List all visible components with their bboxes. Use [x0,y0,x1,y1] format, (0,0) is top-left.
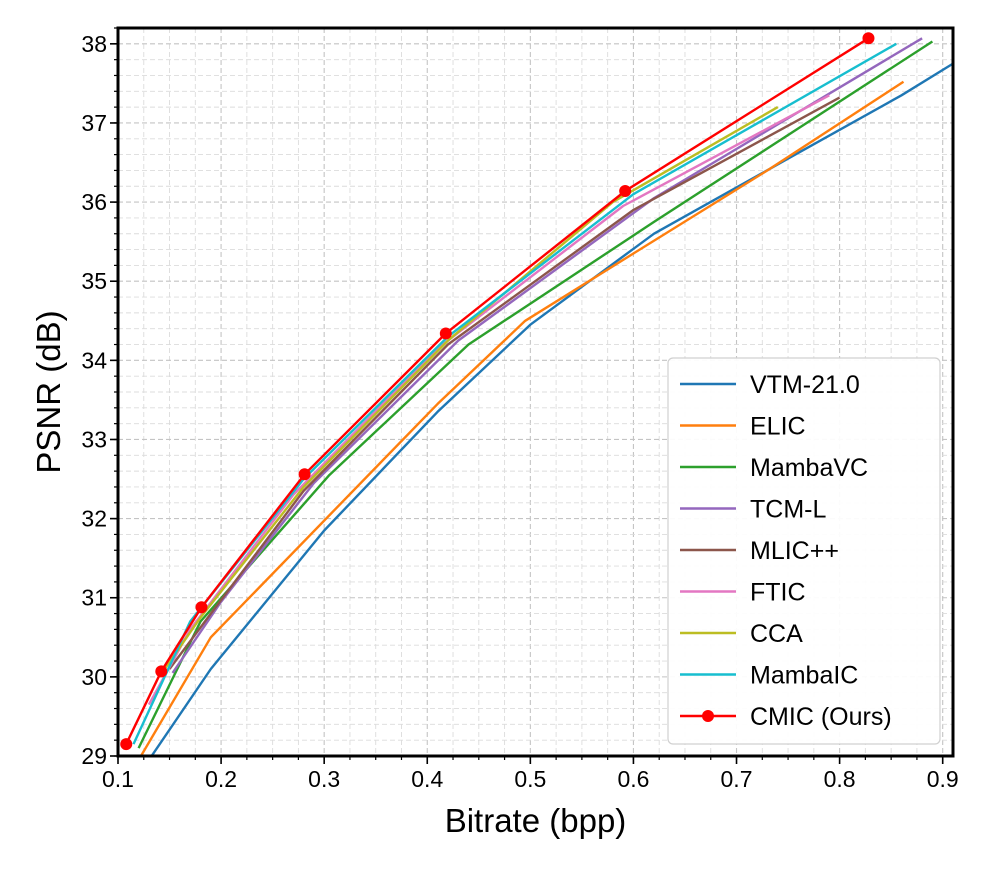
data-point [298,468,311,481]
data-point [439,327,452,340]
data-point [862,32,875,45]
legend-box [667,357,941,745]
y-tick-label: 32 [81,506,107,532]
grid [118,27,953,756]
series-line [139,80,905,756]
legend-label: CCA [750,620,803,648]
legend-label: VTM-21.0 [750,371,860,399]
x-tick-label: 0.6 [617,766,649,792]
data-point [120,738,133,751]
y-tick-label: 29 [81,743,107,769]
legend-label: MambaVC [750,454,868,482]
series-line [171,37,923,674]
data-point [619,185,632,198]
legend-marker [702,710,714,722]
legend: VTM-21.0 ELIC MambaVC TCM-L MLIC++ FTIC CCA Mam… [667,357,941,745]
data-point [155,665,168,678]
x-tick-label: 0.4 [411,766,443,792]
legend-label: CMIC (Ours) [750,703,892,731]
y-tick-label: 37 [81,110,107,136]
x-tick-label: 0.8 [824,766,856,792]
y-axis-label: PSNR (dB) [30,310,67,473]
legend-label: MambaIC [750,662,858,690]
series-line [168,96,841,670]
legend-label: MLIC++ [750,537,839,565]
x-tick-label: 0.5 [514,766,546,792]
x-tick-label: 0.9 [927,766,959,792]
series-line [158,106,779,678]
y-tick-label: 35 [81,268,107,294]
series-line [150,62,953,756]
legend-label: TCM-L [750,496,826,524]
x-tick-label: 0.3 [308,766,340,792]
x-tick-label: 0.7 [721,766,753,792]
x-tick-label: 0.1 [102,766,134,792]
y-tick-label: 36 [81,189,107,215]
y-tick-label: 31 [81,585,107,611]
legend-label: FTIC [750,579,806,607]
y-tick-label: 30 [81,664,107,690]
x-tick-label: 0.2 [205,766,237,792]
y-tick-label: 34 [81,347,107,373]
legend-label: ELIC [750,413,806,441]
y-tick-label: 33 [81,426,107,452]
y-tick-label: 38 [81,31,107,57]
data-point [195,601,208,614]
series-layer [120,32,953,756]
x-axis-label: Bitrate (bpp) [445,802,627,839]
axis-ticks: 0.1 0.2 0.3 0.4 0.5 0.6 0.7 0.8 0.9 29 30 31 32 33 34 3… [81,27,959,792]
